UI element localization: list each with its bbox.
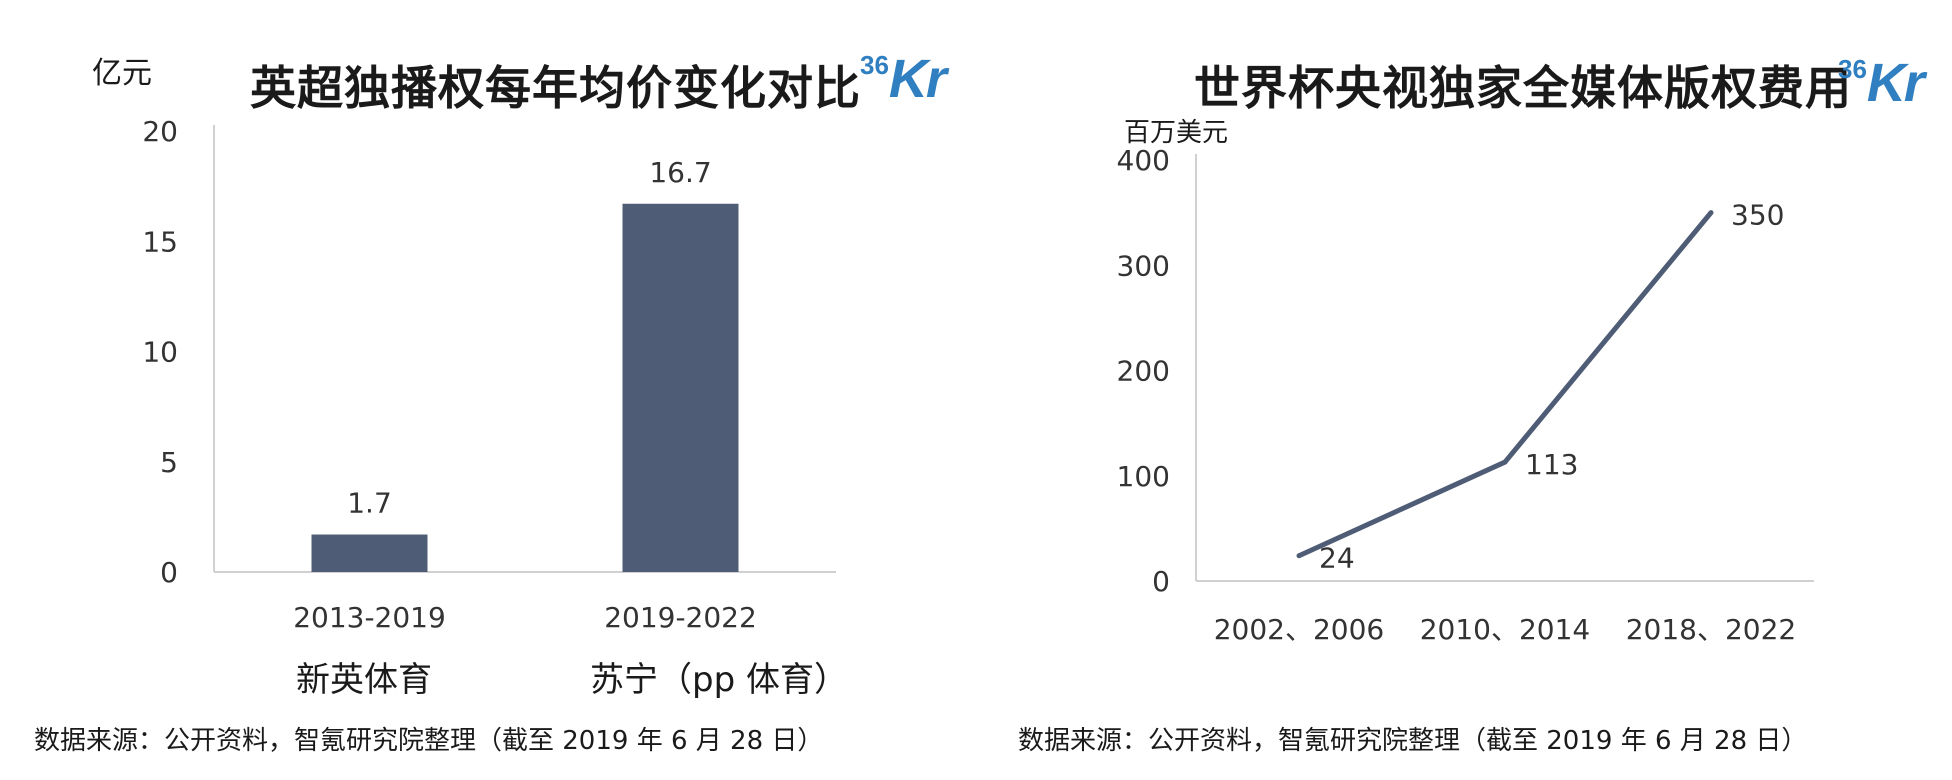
right-panel: 世界杯央视独家全媒体版权费用 36Kr 百万美元 0 100 200 300 400 24… [976, 0, 1952, 780]
y-tick-label: 400 [1117, 144, 1170, 177]
y-tick-label: 10 [142, 336, 178, 369]
left-chart-title: 英超独播权每年均价变化对比 [250, 61, 861, 115]
y-tick-label: 20 [142, 115, 178, 148]
logo-sup: 36 [1838, 54, 1867, 84]
y-tick-label: 200 [1117, 355, 1170, 388]
y-tick-label: 15 [142, 225, 178, 258]
x-tick-label: 2018、2022 [1626, 613, 1797, 646]
right-unit-label: 百万美元 [1124, 118, 1229, 148]
data-label: 113 [1525, 448, 1578, 481]
logo-36kr-left: 36Kr [860, 48, 947, 110]
logo-sup: 36 [860, 50, 889, 80]
x-tick-label: 2010、2014 [1420, 613, 1591, 646]
left-source-note: 数据来源：公开资料，智氪研究院整理（截至 2019 年 6 月 28 日） [34, 726, 824, 756]
x-tick-label: 2013-2019 [293, 601, 446, 634]
data-label: 350 [1731, 199, 1784, 232]
bar [311, 534, 428, 572]
data-point [1502, 459, 1508, 465]
y-tick-label: 300 [1117, 249, 1170, 282]
x-tick-label: 2019-2022 [604, 601, 757, 634]
series-line [1297, 211, 1713, 559]
data-label: 24 [1319, 542, 1355, 575]
right-chart-title: 世界杯央视独家全媒体版权费用 [1194, 61, 1852, 115]
logo-main: Kr [1866, 53, 1925, 113]
logo-36kr-right: 36Kr [1838, 52, 1925, 114]
bar-chart: 0 5 10 15 20 1.7 2013-2019 16.7 2019-2022 [142, 115, 836, 634]
line-chart: 0 100 200 300 400 24 2002、2006 113 2010、2014 350 2… [1117, 144, 1814, 646]
left-unit-label: 亿元 [92, 56, 152, 91]
data-point [1708, 210, 1714, 216]
y-tick-label: 0 [1152, 565, 1170, 598]
logo-main: Kr [888, 49, 947, 109]
bar [622, 203, 739, 572]
data-label: 1.7 [347, 487, 392, 520]
data-point [1296, 553, 1302, 559]
x-tick-label: 2002、2006 [1214, 613, 1385, 646]
sub-label-xinying: 新英体育 [296, 660, 432, 700]
y-tick-label: 0 [160, 556, 178, 589]
sub-label-suning: 苏宁（pp 体育） [590, 660, 848, 700]
right-source-note: 数据来源：公开资料，智氪研究院整理（截至 2019 年 6 月 28 日） [1018, 726, 1808, 756]
left-panel: 亿元 英超独播权每年均价变化对比 36Kr 0 5 10 15 20 1.7 2013-20… [34, 48, 947, 756]
y-tick-label: 100 [1117, 460, 1170, 493]
y-tick-label: 5 [160, 446, 178, 479]
data-label: 16.7 [649, 156, 711, 189]
